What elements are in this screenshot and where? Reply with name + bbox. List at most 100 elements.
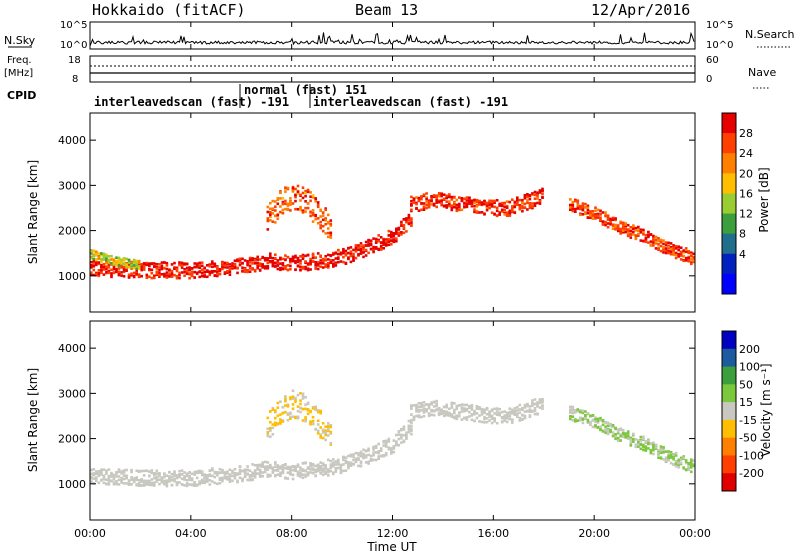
power-echo-cell: [458, 208, 461, 212]
power-echo-cell: [122, 267, 126, 270]
power-echo-cell: [649, 243, 653, 246]
velocity-echo-cell: [102, 477, 106, 481]
power-echo-cell: [387, 237, 391, 241]
velocity-echo-cell: [460, 406, 464, 409]
velocity-echo-cell: [629, 444, 633, 447]
velocity-echo-cell: [435, 402, 438, 406]
power-echo-cell: [632, 224, 635, 227]
velocity-echo-cell: [495, 407, 499, 410]
velocity-echo-cell: [488, 419, 491, 422]
velocity-echo-cell: [269, 435, 272, 439]
power-echo-cell: [213, 265, 217, 268]
velocity-echo-cell: [606, 421, 610, 425]
power-echo-cell: [110, 272, 113, 275]
velocity-echo-cell: [379, 454, 383, 458]
velocity-echo-cell: [316, 432, 320, 435]
power-echo-cell: [334, 264, 338, 267]
power-echo-cell: [621, 227, 625, 231]
velocity-echo-cell: [417, 414, 421, 417]
power-echo-cell: [662, 248, 665, 251]
power-echo-cell: [541, 195, 544, 199]
velocity-echo-cell: [135, 477, 138, 480]
velocity-echo-cell: [468, 410, 471, 414]
velocity-echo-cell: [112, 478, 116, 481]
power-echo-cell: [248, 264, 252, 268]
velocity-echo-cell: [266, 427, 270, 430]
velocity-echo-cell: [342, 469, 345, 473]
velocity-echo-cell: [652, 446, 655, 450]
velocity-echo-cell: [253, 473, 257, 477]
velocity-echo-cell: [448, 407, 451, 411]
power-echo-cell: [344, 249, 348, 253]
velocity-echo-cell: [591, 419, 595, 422]
velocity-echo-cell: [669, 455, 673, 459]
velocity-echo-cell: [324, 433, 327, 437]
power-echo-cell: [690, 254, 693, 258]
power-echo-cell: [611, 227, 615, 230]
power-echo-cell: [649, 240, 653, 243]
velocity-echo-cell: [294, 398, 297, 402]
power-echo-cell: [160, 273, 164, 276]
power-echo-cell: [614, 228, 617, 231]
velocity-echo-cell: [541, 407, 544, 410]
power-echo-cell: [309, 268, 312, 271]
power-echo-cell: [153, 276, 156, 280]
velocity-echo-cell: [110, 471, 113, 475]
power-echo-cell: [145, 273, 149, 277]
power-echo-cell: [286, 204, 290, 207]
velocity-echo-cell: [311, 468, 315, 471]
velocity-echo-cell: [674, 463, 678, 466]
velocity-echo-cell: [269, 474, 272, 478]
power-echo-cell: [616, 225, 620, 229]
power-echo-cell: [304, 254, 307, 258]
velocity-echo-cell: [238, 476, 242, 480]
power-echo-cell: [269, 219, 272, 222]
velocity-echo-cell: [639, 443, 643, 447]
power-echo-cell: [541, 192, 544, 196]
power-echo-cell: [327, 264, 330, 267]
power-echo-cell: [284, 202, 287, 206]
power-echo-cell: [604, 211, 607, 214]
velocity-echo-cell: [170, 483, 174, 487]
velocity-echo-cell: [473, 419, 476, 423]
velocity-echo-cell: [448, 413, 451, 417]
power-echo-cell: [450, 198, 454, 201]
power-echo-cell: [511, 207, 514, 210]
velocity-echo-cell: [236, 472, 239, 476]
power-echo-cell: [435, 199, 438, 202]
power-echo-cell: [460, 197, 464, 200]
power-echo-cell: [485, 208, 489, 212]
power-echo-cell: [95, 272, 98, 276]
velocity-echo-cell: [374, 444, 378, 448]
power-echo-cell: [400, 220, 403, 224]
velocity-echo-cell: [112, 481, 116, 484]
velocity-echo-cell: [132, 478, 136, 482]
power-echo-cell: [284, 199, 287, 203]
power-echo-cell: [115, 262, 118, 266]
power-echo-cell: [266, 258, 270, 262]
power-echo-cell: [233, 266, 237, 270]
velocity-echo-cell: [687, 468, 690, 472]
velocity-echo-cell: [690, 462, 693, 465]
velocity-echo-cell: [465, 418, 469, 421]
power-echo-cell: [664, 241, 668, 244]
velocity-echo-cell: [221, 478, 224, 481]
power-echo-cell: [304, 200, 307, 203]
power-echo-cell: [531, 205, 534, 208]
velocity-echo-cell: [437, 407, 441, 410]
power-echo-cell: [415, 207, 418, 210]
velocity-echo-cell: [178, 469, 181, 473]
velocity-echo-cell: [301, 397, 305, 400]
velocity-echo-cell: [584, 410, 587, 413]
velocity-echo-cell: [581, 421, 585, 425]
freq-tick-low: 8: [72, 74, 78, 85]
velocity-echo-cell: [95, 477, 98, 481]
velocity-echo-cell: [296, 470, 300, 474]
power-echo-cell: [569, 206, 572, 209]
power-echo-cell: [395, 230, 398, 233]
power-echo-cell: [473, 201, 476, 205]
power-echo-cell: [518, 204, 522, 207]
power-echo-cell: [596, 212, 600, 216]
power-echo-cell: [309, 262, 312, 265]
velocity-echo-cell: [637, 441, 640, 444]
